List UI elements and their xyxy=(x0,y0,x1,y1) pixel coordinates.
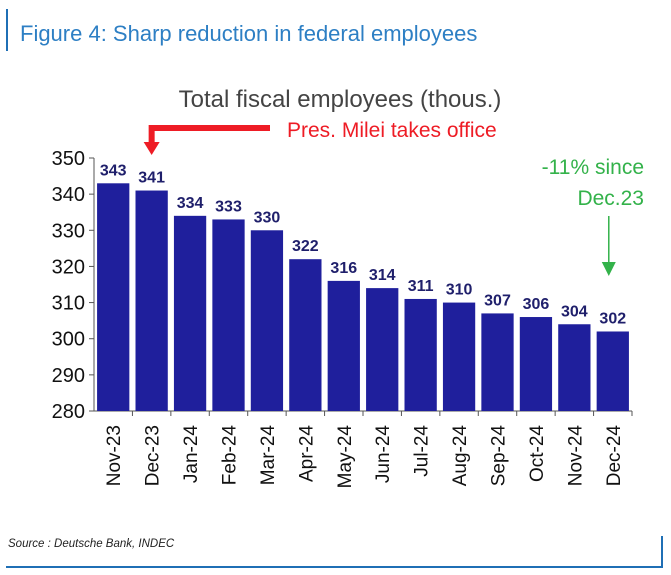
red-annotation-text: Pres. Milei takes office xyxy=(287,119,497,142)
bar xyxy=(519,317,553,411)
x-tick-label: Jan-24 xyxy=(181,425,202,484)
x-tick-label: Oct-24 xyxy=(527,425,548,482)
data-label: 306 xyxy=(523,296,550,313)
bar xyxy=(327,280,360,411)
data-label: 304 xyxy=(561,303,588,320)
y-tick-label: 350 xyxy=(52,148,85,170)
bar xyxy=(135,190,168,411)
bar xyxy=(442,302,476,411)
y-tick-label: 320 xyxy=(52,256,85,278)
data-label: 341 xyxy=(138,170,165,187)
x-tick-label: Apr-24 xyxy=(296,425,317,482)
bar xyxy=(366,288,399,411)
data-label: 307 xyxy=(484,292,511,309)
x-tick-label: Sep-24 xyxy=(489,425,510,487)
x-tick-label: Nov-23 xyxy=(104,425,125,486)
data-label: 322 xyxy=(292,238,319,255)
data-label: 310 xyxy=(446,282,473,299)
y-tick-label: 330 xyxy=(52,220,85,242)
bar xyxy=(212,219,245,411)
green-annotation-line-1: -11% since xyxy=(542,156,644,179)
x-tick-label: Aug-24 xyxy=(450,425,471,487)
chart-area: Total fiscal employees (thous.) 280 290 300… xyxy=(52,86,644,489)
bottom-rule xyxy=(6,566,662,568)
x-tick-label: Jul-24 xyxy=(412,425,433,477)
data-label: 334 xyxy=(177,195,204,212)
bar xyxy=(404,298,437,411)
data-label: 302 xyxy=(599,310,626,327)
x-tick-label: Dec-24 xyxy=(604,425,625,487)
bar-chart: Total fiscal employees (thous.) 280 290 300… xyxy=(52,86,644,489)
x-tick-label: Feb-24 xyxy=(220,425,241,486)
data-label: 311 xyxy=(408,278,434,295)
data-label: 330 xyxy=(254,209,281,226)
y-tick-label: 280 xyxy=(52,401,85,423)
red-arrow-line xyxy=(148,125,270,145)
x-tick-label: Mar-24 xyxy=(258,425,279,486)
chart-title: Total fiscal employees (thous.) xyxy=(179,86,502,113)
bar xyxy=(250,230,284,411)
data-label: 316 xyxy=(330,260,357,277)
green-annotation-line-2: Dec.23 xyxy=(577,187,644,210)
red-arrow-head xyxy=(143,142,160,155)
figure-title: Figure 4: Sharp reduction in federal emp… xyxy=(20,21,478,46)
x-tick-label: May-24 xyxy=(335,425,356,489)
data-label: 333 xyxy=(215,198,242,215)
bar xyxy=(173,215,207,411)
x-tick-label: Jun-24 xyxy=(373,425,394,484)
y-tick-label: 290 xyxy=(52,365,85,387)
y-tick-label: 310 xyxy=(52,293,85,315)
bar xyxy=(97,183,130,411)
bar xyxy=(289,259,322,411)
figure-title-box: Figure 4: Sharp reduction in federal emp… xyxy=(6,9,665,51)
x-tick-label: Dec-23 xyxy=(143,425,164,486)
bar xyxy=(596,331,629,411)
y-tick-label: 300 xyxy=(52,329,85,351)
data-label: 343 xyxy=(100,162,127,179)
right-rule xyxy=(661,536,663,568)
bar xyxy=(481,313,514,411)
data-label: 314 xyxy=(369,267,396,284)
bar xyxy=(558,324,591,411)
y-tick-label: 340 xyxy=(52,184,85,206)
x-tick-label: Nov-24 xyxy=(565,425,586,487)
source-note: Source : Deutsche Bank, INDEC xyxy=(8,538,175,550)
green-arrow-head xyxy=(601,262,616,276)
